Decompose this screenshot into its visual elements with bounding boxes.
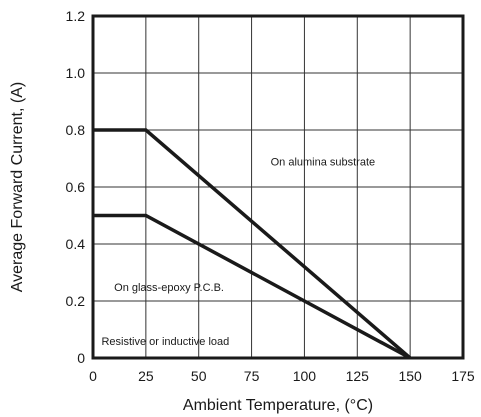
y-tick-label: 0.6 (66, 179, 86, 195)
annotation-1: On glass-epoxy P.C.B. (114, 282, 224, 294)
x-tick-label: 75 (244, 368, 260, 384)
annotation-2: Resistive or inductive load (101, 336, 229, 348)
x-tick-label: 0 (89, 368, 97, 384)
x-tick-label: 50 (191, 368, 207, 384)
y-tick-label: 0.4 (66, 236, 86, 252)
x-tick-label: 100 (293, 368, 317, 384)
series-line-0 (93, 128, 412, 360)
x-tick-labels: 0 25 50 75 100 125 150 175 (89, 368, 475, 384)
y-tick-label: 1.0 (66, 65, 86, 81)
series-group (93, 128, 412, 360)
y-tick-label: 0.8 (66, 122, 86, 138)
x-tick-label: 125 (346, 368, 370, 384)
grid (93, 16, 463, 358)
x-tick-label: 175 (451, 368, 475, 384)
x-tick-label: 25 (138, 368, 154, 384)
y-tick-label: 0.2 (66, 293, 86, 309)
plot-border (91, 14, 465, 360)
x-axis-label: Ambient Temperature, (°C) (183, 397, 373, 414)
y-axis-label: Average Forward Current, (A) (9, 82, 26, 292)
annotation-0: On alumina substrate (271, 156, 376, 168)
series-line-1 (93, 213, 411, 360)
annotations: On alumina substrate On glass-epoxy P.C.B… (101, 156, 375, 348)
x-tick-label: 150 (398, 368, 422, 384)
y-tick-label: 0 (77, 350, 85, 366)
y-tick-label: 1.2 (66, 8, 86, 24)
y-tick-labels: 0 0.2 0.4 0.6 0.8 1.0 1.2 (66, 8, 86, 366)
